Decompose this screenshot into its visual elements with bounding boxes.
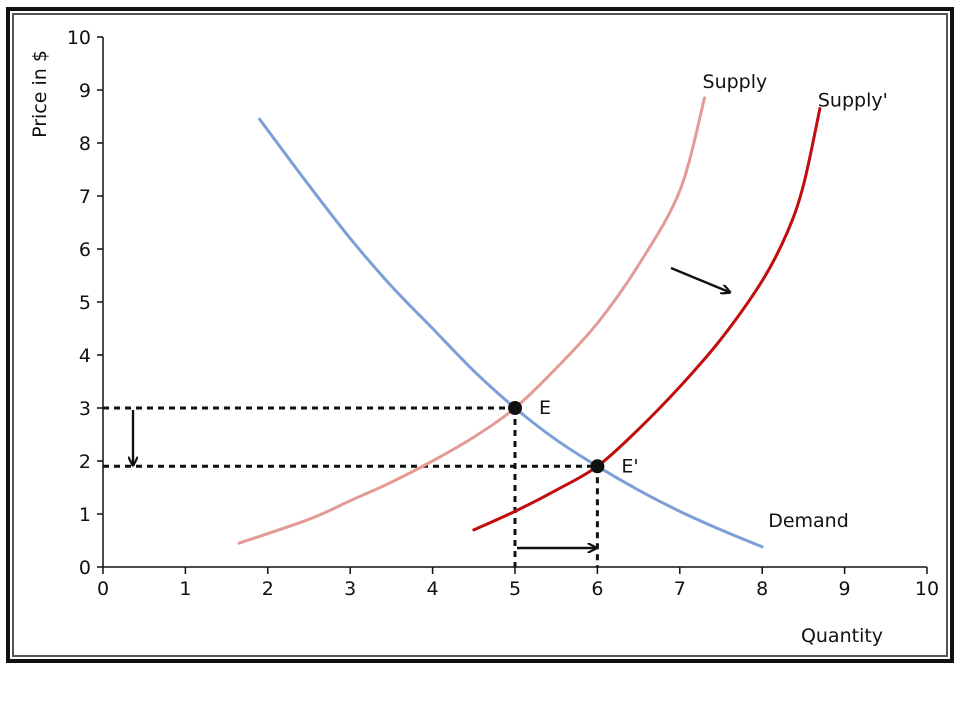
y-tick-label: 8 — [79, 133, 91, 155]
y-tick-label: 3 — [79, 398, 91, 420]
x-tick-label: 9 — [839, 578, 851, 600]
y-tick-label: 9 — [79, 80, 91, 102]
point-e-prime-marker — [590, 459, 605, 474]
y-axis-title: Price in $ — [29, 50, 51, 138]
demand-label: Demand — [768, 510, 849, 532]
x-tick-label: 2 — [262, 578, 274, 600]
y-tick-label: 6 — [79, 239, 91, 261]
y-tick-label: 4 — [79, 345, 91, 367]
chart-frame-outer — [6, 7, 954, 663]
y-tick-label: 7 — [79, 186, 91, 208]
x-tick-label: 4 — [427, 578, 439, 600]
y-tick-label: 10 — [67, 27, 91, 49]
y-tick-label: 1 — [79, 504, 91, 526]
supply-curve — [237, 96, 707, 545]
x-tick-label: 7 — [674, 578, 686, 600]
x-tick-label: 1 — [179, 578, 191, 600]
point-e-label: E — [539, 397, 551, 419]
x-tick-label: 10 — [915, 578, 939, 600]
x-tick-label: 3 — [344, 578, 356, 600]
y-tick-label: 5 — [79, 292, 91, 314]
chart-frame-inner — [12, 13, 948, 657]
point-e-prime-label: E' — [621, 455, 638, 477]
x-tick-label: 0 — [97, 578, 109, 600]
demand-curve — [258, 117, 764, 549]
y-tick-label: 0 — [79, 557, 91, 579]
shift-arrow — [670, 266, 729, 292]
point-e-marker — [508, 401, 522, 415]
x-tick-label: 6 — [591, 578, 603, 600]
y-tick-label: 2 — [79, 451, 91, 473]
supply-prime-label: Supply' — [818, 90, 888, 112]
supply-label: Supply — [703, 71, 768, 93]
supply-prime-curve — [472, 107, 822, 532]
x-tick-label: 5 — [509, 578, 521, 600]
x-tick-label: 8 — [756, 578, 768, 600]
x-axis-title: Quantity — [801, 625, 883, 647]
